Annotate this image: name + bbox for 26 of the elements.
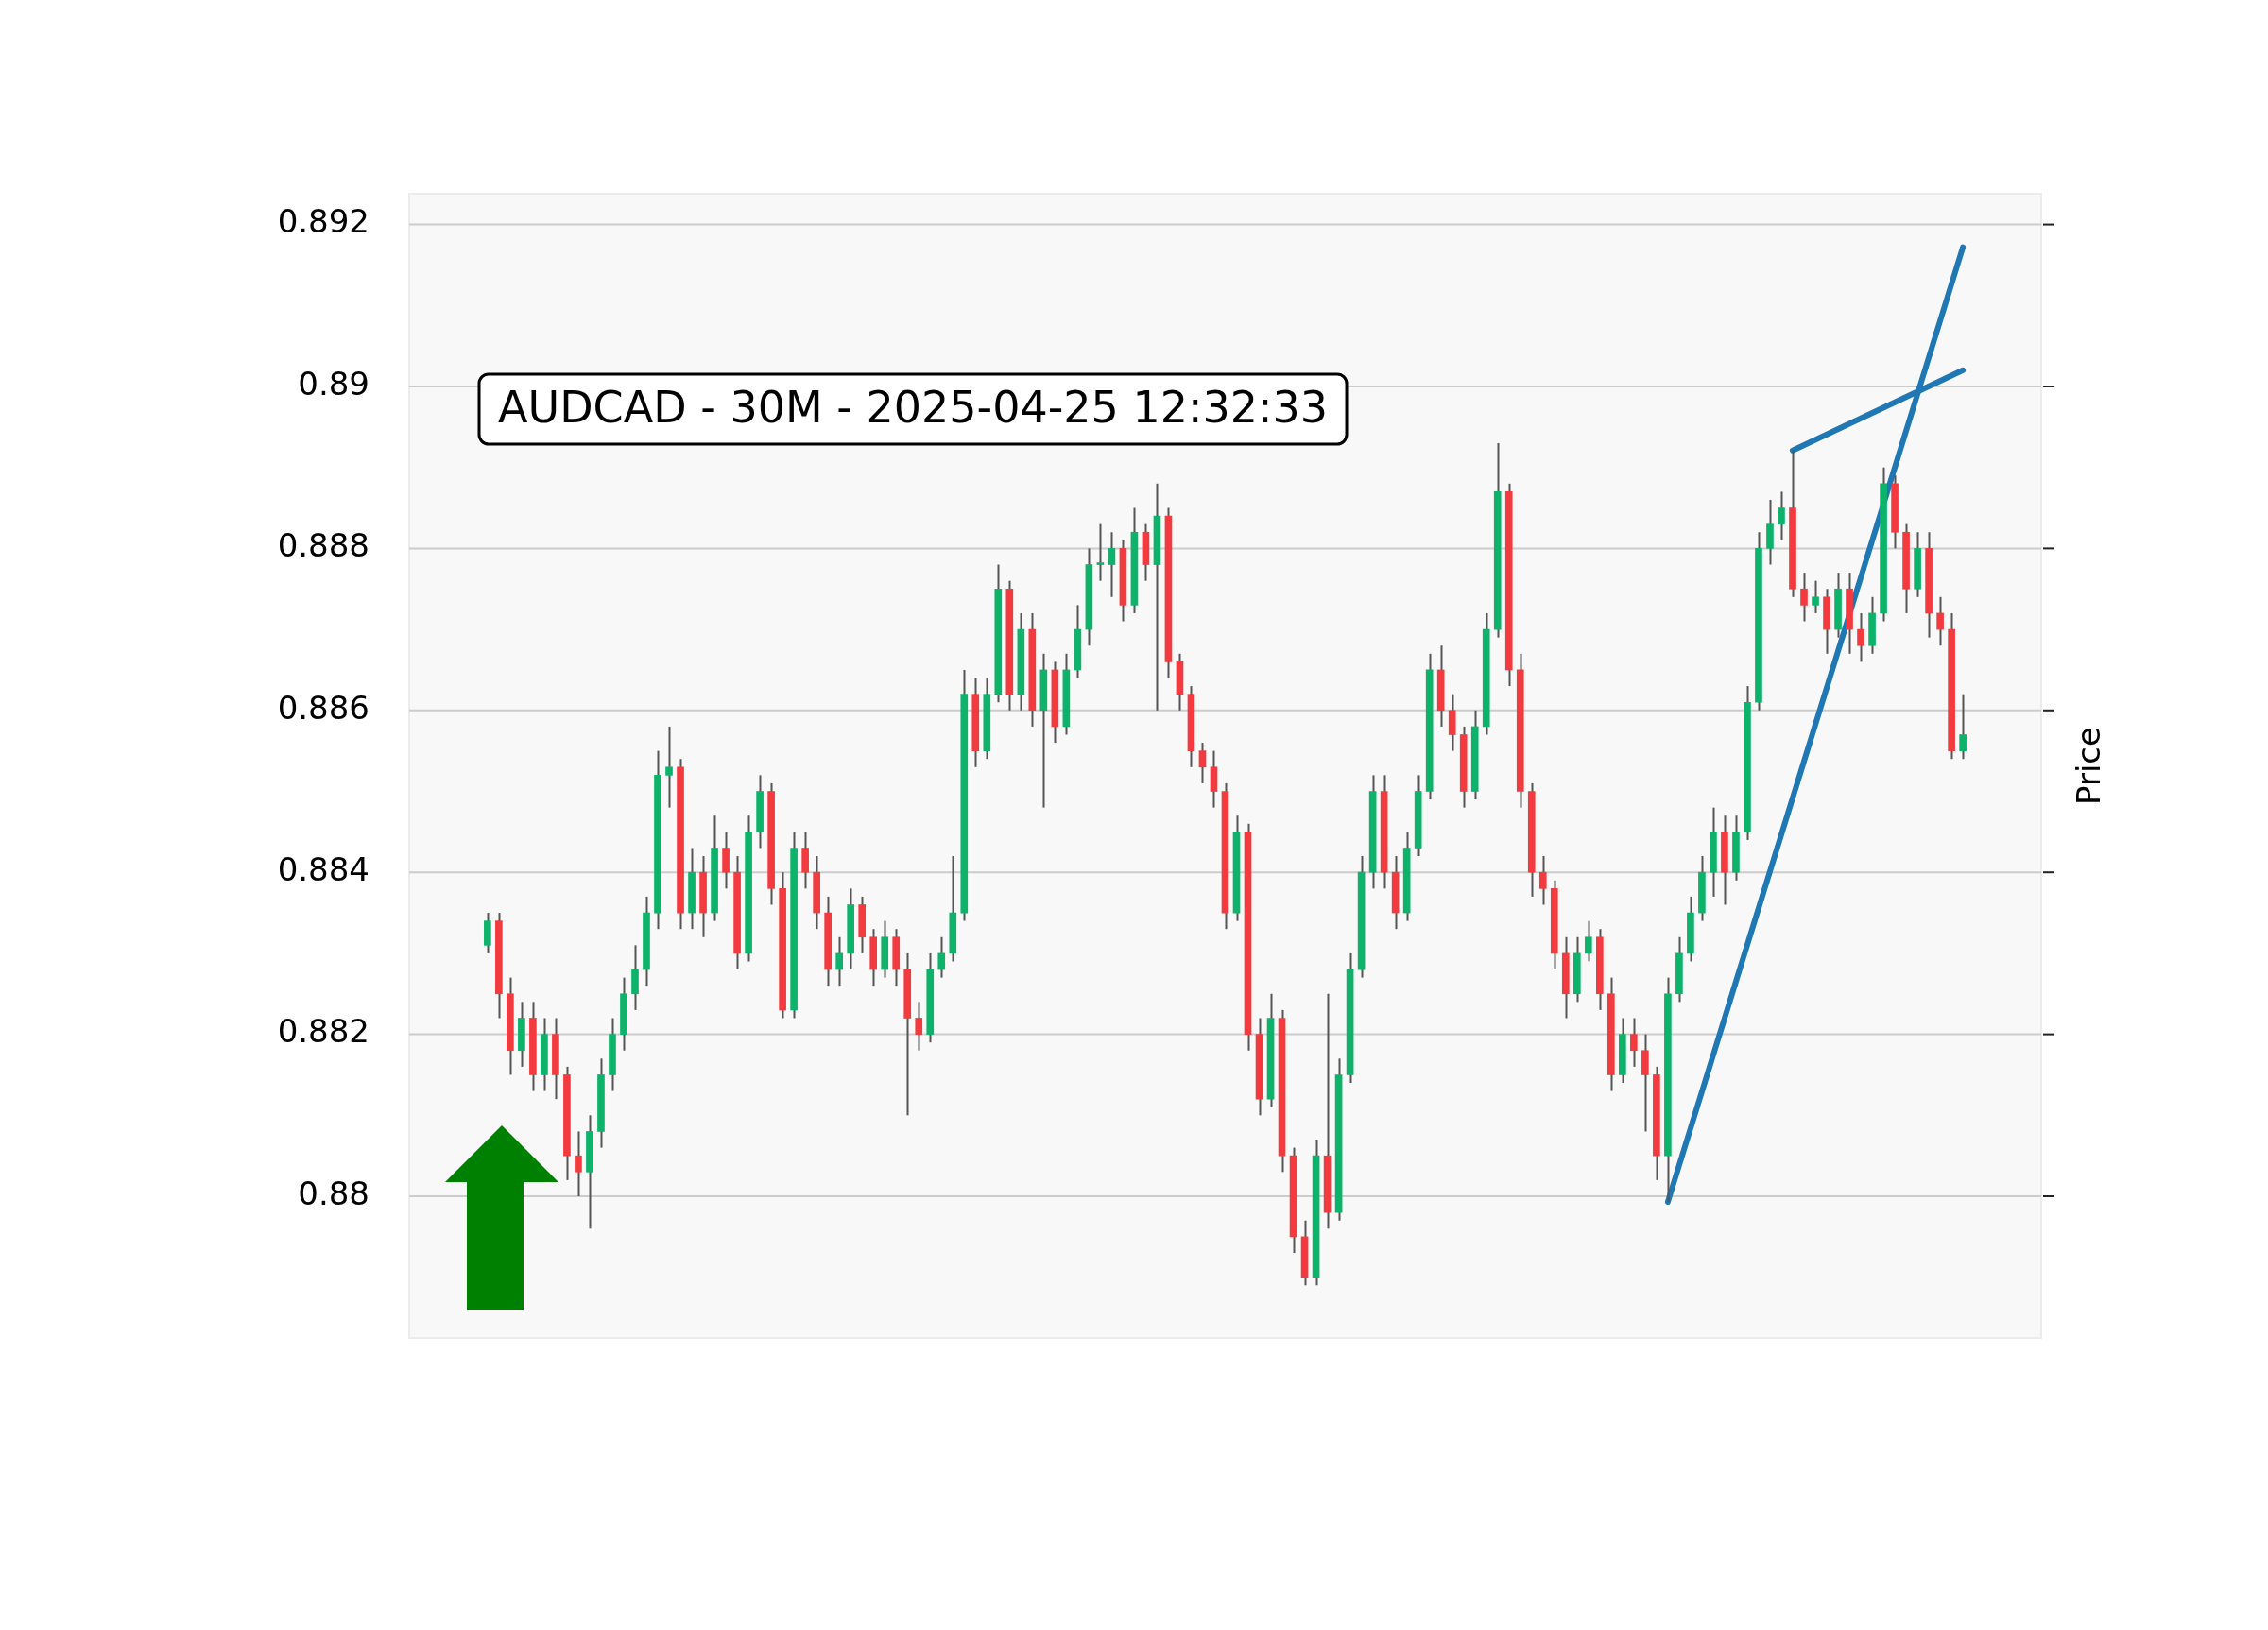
candlestick [575, 1130, 582, 1198]
candlestick [1096, 523, 1105, 582]
candlestick [1584, 919, 1592, 963]
candlestick [835, 935, 843, 987]
y-tick-label: 0.88 [298, 1174, 369, 1212]
y-axis-title: Price [2069, 727, 2107, 805]
candlestick [937, 935, 946, 979]
candlestick [1959, 693, 1967, 761]
candlestick [915, 1001, 923, 1052]
candlestick [1108, 531, 1116, 598]
y-tick-label: 0.888 [277, 526, 369, 565]
y-tick-label: 0.882 [277, 1012, 369, 1051]
candlestick [1800, 572, 1808, 623]
candlestick [1778, 490, 1785, 541]
candlestick [665, 725, 673, 809]
y-tick-label: 0.892 [277, 202, 369, 241]
candlestick [1630, 1017, 1638, 1068]
candlestick [1936, 595, 1944, 647]
text: AUDCAD - 30M - 2025-04-25 12:32:33 [498, 381, 1329, 433]
y-tick-label: 0.89 [298, 364, 369, 403]
y-tick-label: 0.886 [277, 688, 369, 727]
candlestick [1198, 742, 1207, 784]
y-tick-label: 0.884 [277, 850, 369, 889]
candlestick [1857, 611, 1864, 663]
candlestick [1812, 579, 1819, 614]
candlestick [1538, 855, 1547, 906]
